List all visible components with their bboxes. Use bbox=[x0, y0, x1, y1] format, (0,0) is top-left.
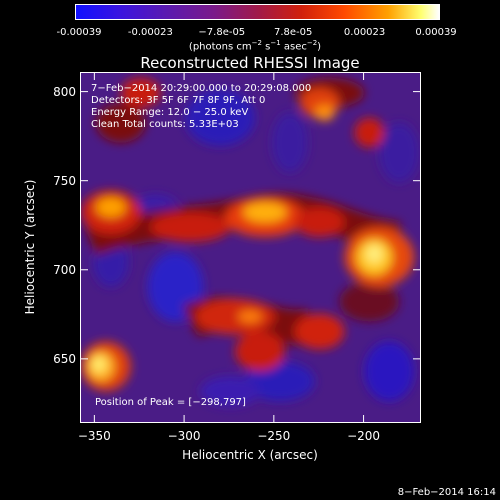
colorbar-unit-label: (photons cm−2 s−1 asec−2) bbox=[188, 39, 322, 53]
heatmap-plot: 7−Feb−2014 20:29:00.000 to 20:29:08.000 … bbox=[80, 72, 421, 423]
y-tick-label: 700 bbox=[53, 262, 76, 277]
x-tick-label: −350 bbox=[77, 429, 111, 443]
y-tick-label: 800 bbox=[53, 84, 76, 99]
plot-title: Reconstructed RHESSI Image bbox=[140, 54, 360, 72]
y-tick-label: 650 bbox=[53, 351, 76, 366]
x-axis-label: Heliocentric X (arcsec) bbox=[182, 448, 318, 462]
colorbar-tick-label: 7.8e-05 bbox=[273, 27, 313, 38]
peak-position-annotation: Position of Peak = [−298,797] bbox=[95, 397, 246, 408]
footer-timestamp: 8−Feb−2014 16:14 bbox=[397, 487, 496, 498]
colorbar bbox=[75, 4, 440, 20]
y-tick-label: 750 bbox=[53, 173, 76, 188]
colorbar-tick-label: −7.8e-05 bbox=[198, 27, 246, 38]
x-tick-label: −300 bbox=[167, 429, 201, 443]
colorbar-tick-label: -0.00039 bbox=[56, 27, 102, 38]
colorbar-tick-label: 0.00039 bbox=[415, 27, 457, 38]
heatmap-image bbox=[81, 73, 420, 422]
energy-range-annotation: Energy Range: 12.0 − 25.0 keV bbox=[91, 107, 249, 118]
y-axis-label: Heliocentric Y (arcsec) bbox=[23, 179, 37, 315]
clean-counts-annotation: Clean Total counts: 5.33E+03 bbox=[91, 119, 239, 130]
colorbar-tick-label: -0.00023 bbox=[127, 27, 173, 38]
x-tick-label: −200 bbox=[347, 429, 381, 443]
x-tick-label: −250 bbox=[257, 429, 291, 443]
colorbar-tick-label: 0.00023 bbox=[343, 27, 386, 38]
detectors-annotation: Detectors: 3F 5F 6F 7F 8F 9F, Att 0 bbox=[91, 95, 266, 106]
time-range-annotation: 7−Feb−2014 20:29:00.000 to 20:29:08.000 bbox=[91, 83, 312, 94]
